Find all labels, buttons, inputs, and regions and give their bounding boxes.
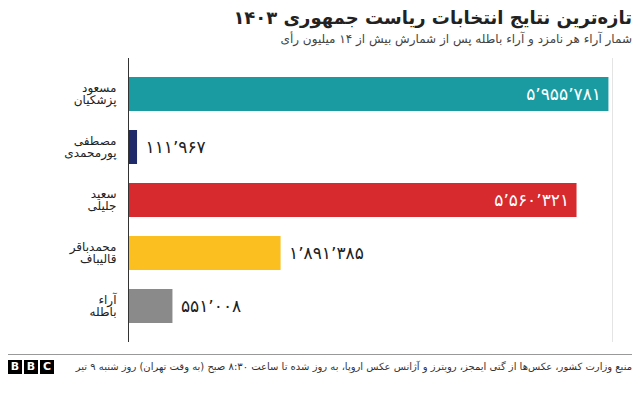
svg-text:مصطفیپورمحمدی: مصطفیپورمحمدی [64,134,116,161]
svg-text:۵٬۹۵۵٬۷۸۱: ۵٬۹۵۵٬۷۸۱ [526,84,601,104]
svg-text:سعیدجلیلی: سعیدجلیلی [88,187,117,213]
svg-text:آراءباطله: آراءباطله [90,292,118,319]
svg-text:مسعودپزشکیان: مسعودپزشکیان [74,81,117,108]
svg-text:۱۱۱٬۹۶۷: ۱۱۱٬۹۶۷ [146,137,206,157]
html-text:تازه‌ترین نتایج انتخابات ریاست: تازه‌ترین نتایج انتخابات ریاست جمهوری ۱۴… [233,7,632,28]
html-text:B: B [10,360,20,373]
svg-text:محمدباقرقالیباف: محمدباقرقالیباف [69,240,117,266]
html-text:منبع وزارت کشور، عکس‌ها از گتی: منبع وزارت کشور، عکس‌ها از گتی ایمجز، رو… [75,361,632,372]
html-text:B: B [26,360,36,373]
svg-text:۵۵۱٬۰۰۸: ۵۵۱٬۰۰۸ [181,296,241,316]
html-text:شمار آراء هر نامزد و آراء باطل: شمار آراء هر نامزد و آراء باطله پس از شم… [280,32,632,46]
html-text:C: C [43,360,51,373]
svg-text:۵٬۵۶۰٬۳۲۱: ۵٬۵۶۰٬۳۲۱ [494,190,569,210]
svg-text:۱٬۸۹۱٬۳۸۵: ۱٬۸۹۱٬۳۸۵ [289,243,364,263]
